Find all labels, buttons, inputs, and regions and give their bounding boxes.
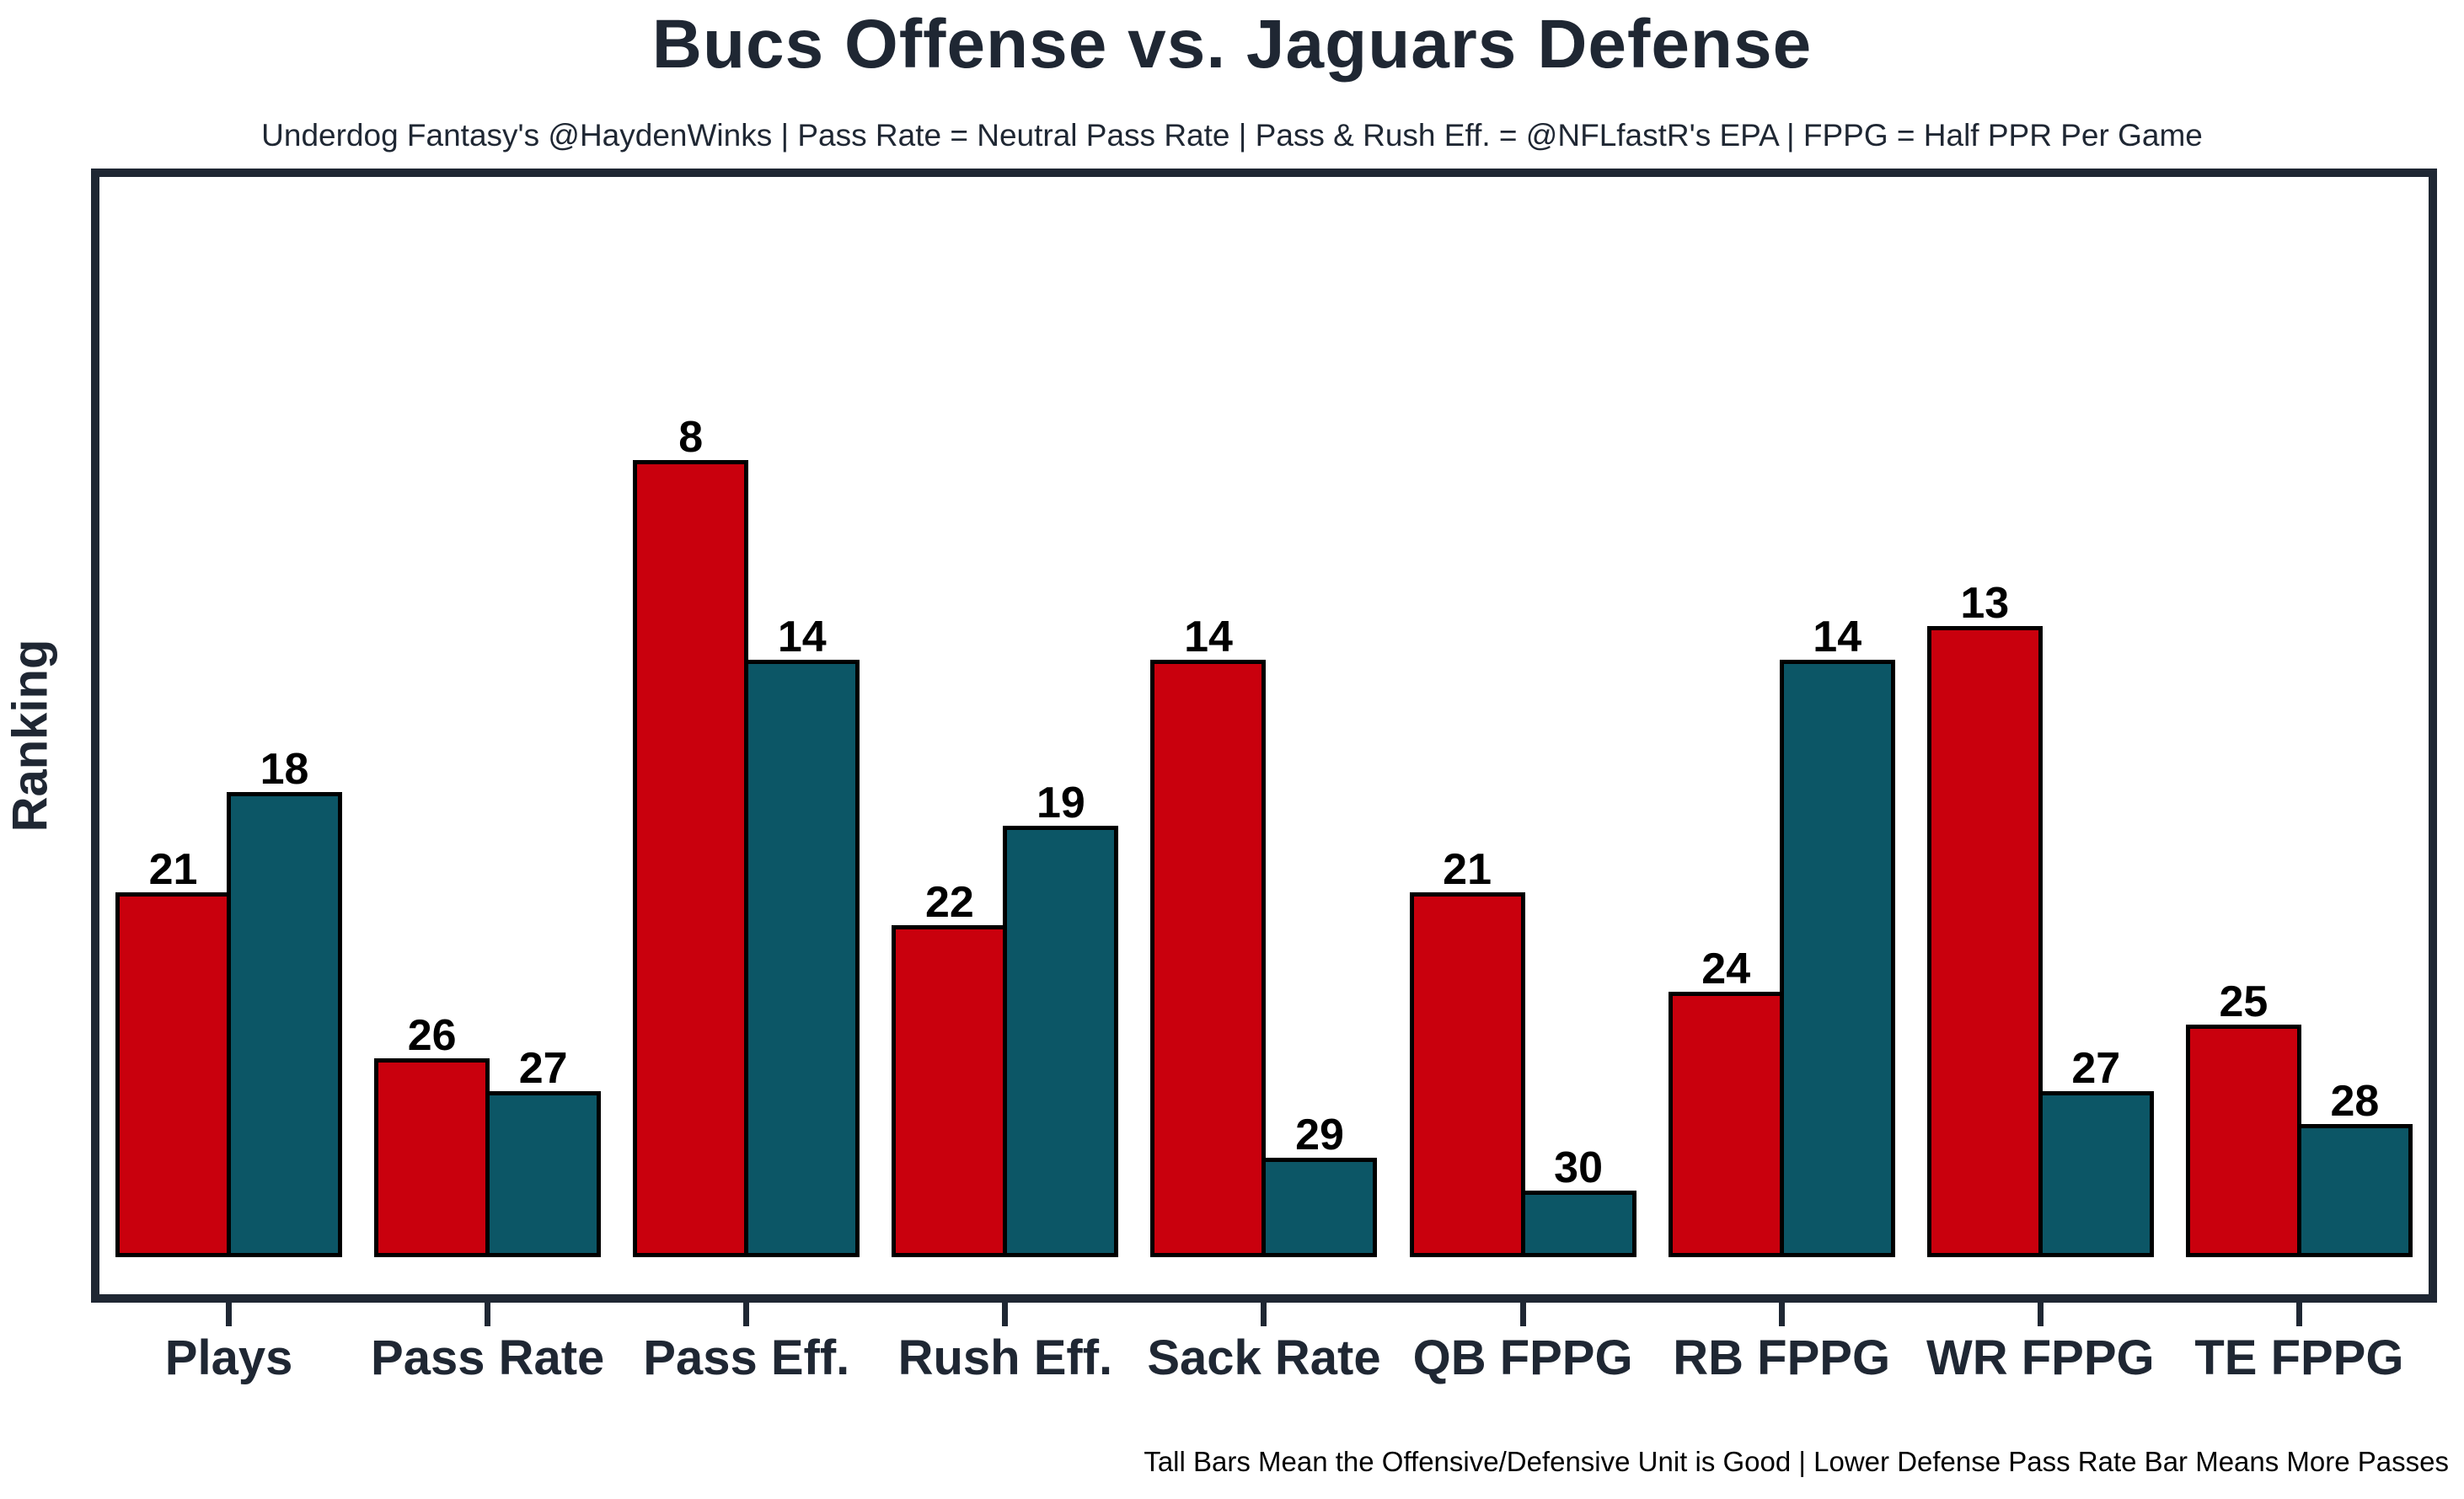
bar-value-label: 18 (260, 745, 309, 794)
x-axis-cell: RB FPPG (1652, 1303, 1911, 1386)
bar-value-label: 27 (2071, 1044, 2121, 1093)
chart-title: Bucs Offense vs. Jaguars Defense (651, 6, 1813, 83)
defense-bar: 29 (1261, 1111, 1378, 1257)
offense-bar: 14 (1150, 613, 1267, 1257)
x-axis-cell: Sack Rate (1134, 1303, 1393, 1386)
x-axis: Plays Pass Rate Pass Eff. Rush Eff. Sack Rat… (99, 1303, 2429, 1386)
defense-bar: 30 (1520, 1143, 1636, 1257)
bar-group: 8 14 (617, 413, 876, 1257)
x-axis-category-label: Plays (164, 1330, 293, 1385)
offense-bar: 24 (1668, 945, 1784, 1257)
x-axis-tick (485, 1303, 491, 1326)
bar-group: 21 18 (99, 745, 358, 1257)
bar-group: 21 30 (1394, 845, 1652, 1257)
bar-value-label: 22 (924, 878, 974, 927)
x-axis-category-label: RB FPPG (1673, 1330, 1891, 1385)
x-axis-cell: Plays (99, 1303, 358, 1386)
x-axis-tick (226, 1303, 233, 1326)
bar-value-label: 27 (518, 1044, 568, 1093)
bar-value-label: 30 (1554, 1143, 1604, 1192)
defense-bar: 27 (2038, 1044, 2154, 1257)
x-axis-tick (2037, 1303, 2044, 1326)
x-axis-category-label: Pass Rate (371, 1330, 605, 1385)
y-axis-label: Ranking (3, 639, 58, 832)
x-axis-category-label: TE FPPG (2194, 1330, 2404, 1385)
chart-footnote: Tall Bars Mean the Offensive/Defensive U… (1144, 1446, 2449, 1477)
x-axis-cell: WR FPPG (1911, 1303, 2170, 1386)
bar-value-label: 13 (1960, 579, 2010, 628)
defense-bar: 14 (744, 613, 860, 1257)
bar-group: 13 27 (1911, 579, 2170, 1257)
x-axis-cell: Pass Eff. (617, 1303, 876, 1386)
x-axis-tick (1261, 1303, 1267, 1326)
bar-value-label: 19 (1036, 779, 1085, 827)
x-axis-cell: QB FPPG (1394, 1303, 1652, 1386)
defense-bar: 27 (485, 1044, 602, 1257)
bar-group: 22 19 (876, 779, 1134, 1257)
bar-group: 24 14 (1652, 613, 1911, 1257)
bar-group: 25 28 (2170, 977, 2429, 1257)
offense-bar: 26 (374, 1011, 490, 1257)
x-axis-cell: Rush Eff. (876, 1303, 1134, 1386)
bar-group: 26 27 (358, 1011, 617, 1257)
x-axis-category-label: Sack Rate (1147, 1330, 1381, 1385)
bar-value-label: 29 (1295, 1111, 1344, 1159)
bar-value-label: 24 (1701, 945, 1751, 993)
defense-bar: 14 (1779, 613, 1895, 1257)
x-axis-category-label: QB FPPG (1412, 1330, 1633, 1385)
x-axis-category-label: WR FPPG (1926, 1330, 2155, 1385)
bar-value-label: 14 (1813, 613, 1862, 661)
bar-group: 14 29 (1134, 613, 1393, 1257)
bar-value-label: 26 (407, 1011, 457, 1060)
x-axis-tick (1778, 1303, 1785, 1326)
defense-bar: 28 (2296, 1077, 2413, 1257)
defense-bar: 18 (227, 745, 343, 1257)
bar-value-label: 25 (2219, 977, 2268, 1026)
plot-area: 21 18 26 27 8 14 22 19 14 29 21 30 24 14 13 27 25 28 (91, 169, 2437, 1303)
bar-value-label: 21 (148, 845, 198, 894)
offense-bar: 22 (892, 878, 1008, 1257)
x-axis-cell: Pass Rate (358, 1303, 617, 1386)
x-axis-category-label: Rush Eff. (897, 1330, 1113, 1385)
offense-bar: 25 (2185, 977, 2301, 1257)
offense-bar: 21 (115, 845, 232, 1257)
x-axis-category-label: Pass Eff. (643, 1330, 850, 1385)
defense-bar: 19 (1003, 779, 1119, 1257)
offense-bar: 13 (1926, 579, 2043, 1257)
bar-value-label: 14 (1184, 613, 1233, 661)
bar-value-label: 8 (678, 413, 704, 462)
offense-bar: 8 (633, 413, 749, 1257)
x-axis-tick (1519, 1303, 1526, 1326)
x-axis-cell: TE FPPG (2170, 1303, 2429, 1386)
x-axis-tick (2295, 1303, 2302, 1326)
bar-value-label: 21 (1443, 845, 1492, 894)
x-axis-tick (743, 1303, 750, 1326)
offense-bar: 21 (1409, 845, 1525, 1257)
x-axis-tick (1002, 1303, 1009, 1326)
chart-subtitle: Underdog Fantasy's @HaydenWinks | Pass R… (261, 118, 2203, 153)
bars-layer: 21 18 26 27 8 14 22 19 14 29 21 30 24 14 13 27 25 28 (99, 177, 2429, 1294)
bar-value-label: 14 (777, 613, 827, 661)
bar-value-label: 28 (2330, 1077, 2380, 1126)
